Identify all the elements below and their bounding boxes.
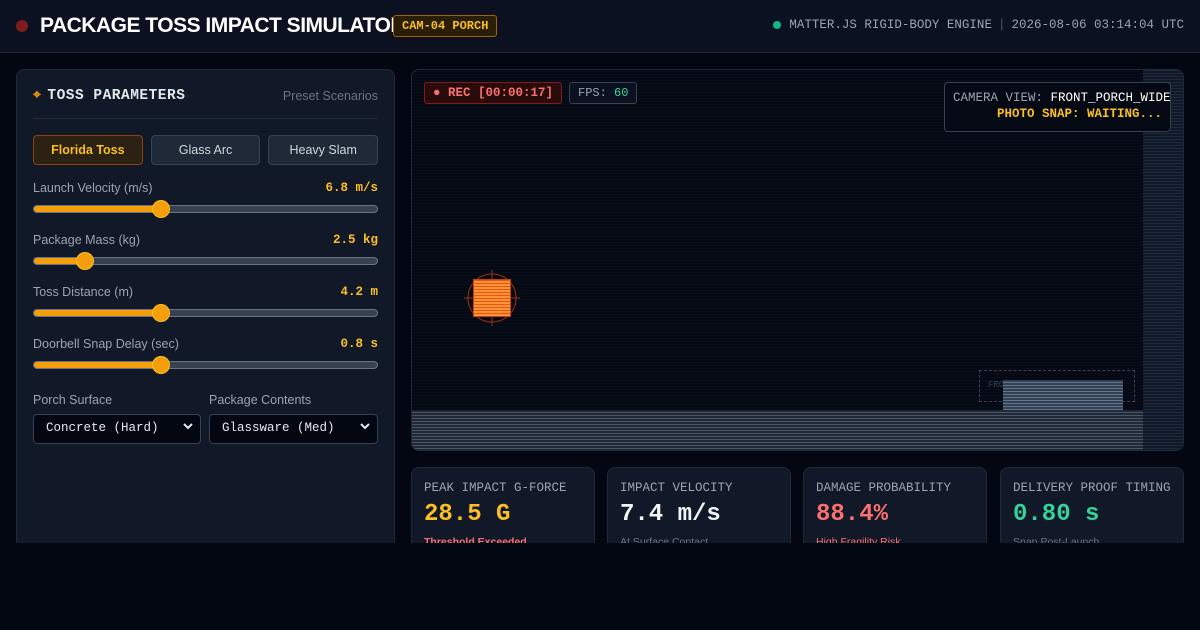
slider-value: 2.5 kg [332, 233, 378, 247]
chevron-down-icon [360, 423, 370, 430]
launch-velocity-slider[interactable] [33, 201, 378, 217]
engine-status: MATTER.JS RIGID-BODY ENGINE | 2026-08-06… [773, 18, 1184, 32]
toss-parameters-panel: ⌖ TOSS PARAMETERS Preset Scenarios Flori… [16, 69, 395, 559]
package-contents-label: Package Contents [209, 393, 312, 407]
package-icon: ⌖ [33, 88, 42, 104]
porch-surface-label: Porch Surface [33, 393, 113, 407]
chevron-down-icon [183, 423, 193, 430]
camera-info-box: CAMERA VIEW: FRONT_PORCH_WIDE PHOTO SNAP… [944, 82, 1171, 132]
slider-value: 0.8 s [340, 337, 378, 351]
preset-florida-toss-button[interactable]: Florida Toss [33, 135, 143, 165]
house-wall [1143, 70, 1183, 450]
slider-label: Toss Distance (m) [33, 285, 134, 299]
slider-label: Package Mass (kg) [33, 233, 140, 247]
photo-snap-status: PHOTO SNAP: WAITING... [996, 107, 1162, 121]
camera-badge: CAM-04 PORCH [393, 15, 498, 37]
status-dot-icon [16, 20, 28, 32]
divider: | [997, 18, 1006, 32]
launch-velocity-slider-row: Launch Velocity (m/s) 6.8 m/s [33, 181, 378, 221]
fps-label: FPS: [578, 86, 607, 100]
slider-thumb[interactable] [153, 201, 169, 217]
toss-distance-slider-row: Toss Distance (m) 4.2 m [33, 285, 378, 325]
snap-delay-slider-row: Doorbell Snap Delay (sec) 0.8 s [33, 337, 378, 377]
package-mass-slider-row: Package Mass (kg) 2.5 kg [33, 233, 378, 273]
slider-value: 6.8 m/s [325, 181, 378, 195]
porch-surface-select[interactable]: Concrete (Hard) [33, 414, 201, 444]
fps-badge: FPS: 60 [569, 82, 638, 104]
slider-thumb[interactable] [77, 253, 93, 269]
metric-value: 28.5 G [424, 501, 511, 528]
slider-value: 4.2 m [340, 285, 378, 299]
app-title: PACKAGE TOSS IMPACT SIMULATOR [40, 14, 406, 37]
metric-value: 88.4% [816, 501, 889, 528]
camera-view-label: CAMERA VIEW: [953, 91, 1044, 105]
metric-value: 0.80 s [1013, 501, 1100, 528]
metric-label: IMPACT VELOCITY [620, 481, 733, 495]
preset-heavy-slam-button[interactable]: Heavy Slam [268, 135, 379, 165]
slider-fill [34, 310, 161, 316]
metric-label: DAMAGE PROBABILITY [816, 481, 952, 495]
preset-scenarios-link[interactable]: Preset Scenarios [282, 89, 378, 103]
package-body[interactable] [473, 279, 511, 317]
snap-delay-slider[interactable] [33, 357, 378, 373]
slider-label: Launch Velocity (m/s) [33, 181, 153, 195]
app-header: PACKAGE TOSS IMPACT SIMULATOR CAM-04 POR… [0, 0, 1200, 53]
camera-view-value: FRONT_PORCH_WIDE [1050, 91, 1171, 105]
panel-title: ⌖ TOSS PARAMETERS [33, 88, 185, 104]
slider-fill [34, 258, 85, 264]
metric-label: PEAK IMPACT G-FORCE [424, 481, 567, 495]
slider-label: Doorbell Snap Delay (sec) [33, 337, 179, 351]
preset-buttons: Florida Toss Glass Arc Heavy Slam [33, 135, 379, 165]
metric-label: DELIVERY PROOF TIMING [1013, 481, 1171, 495]
engine-online-icon [773, 21, 782, 29]
slider-thumb[interactable] [153, 357, 169, 373]
page-footer-area [0, 543, 1200, 630]
metric-value: 7.4 m/s [620, 501, 721, 528]
select-value: Concrete (Hard) [46, 421, 159, 435]
porch-step [1003, 380, 1123, 410]
porch-floor [412, 410, 1143, 450]
select-value: Glassware (Med) [222, 421, 335, 435]
panel-title-text: TOSS PARAMETERS [47, 88, 186, 104]
fps-value: 60 [614, 86, 629, 100]
slider-fill [34, 206, 161, 212]
panel-header: ⌖ TOSS PARAMETERS Preset Scenarios [33, 86, 378, 119]
toss-distance-slider[interactable] [33, 305, 378, 321]
timestamp: 2026-08-06 03:14:04 UTC [1011, 18, 1184, 32]
recording-badge: ● REC [00:00:17] [424, 82, 563, 104]
slider-thumb[interactable] [153, 305, 169, 321]
simulation-viewport[interactable]: FRONT DOOR ● REC [00:00:17] FPS: 60 CAME… [411, 69, 1184, 451]
engine-label: MATTER.JS RIGID-BODY ENGINE [789, 18, 992, 32]
camera-view-line: CAMERA VIEW: FRONT_PORCH_WIDE [953, 91, 1171, 105]
package-mass-slider[interactable] [33, 253, 378, 269]
package-contents-select[interactable]: Glassware (Med) [209, 414, 378, 444]
slider-fill [34, 362, 161, 368]
preset-glass-arc-button[interactable]: Glass Arc [150, 135, 261, 165]
